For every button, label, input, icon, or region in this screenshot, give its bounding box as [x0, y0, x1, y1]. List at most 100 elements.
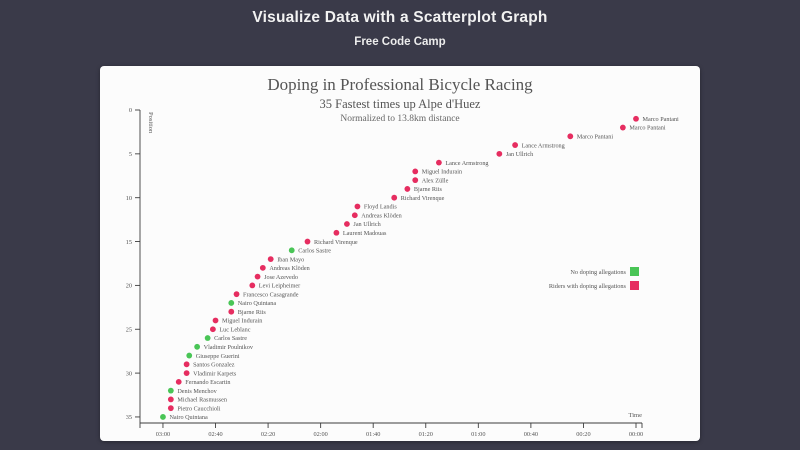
data-point-label: Luc Leblanc [219, 326, 250, 333]
data-point[interactable] [333, 229, 340, 236]
y-tick-label: 20 [126, 283, 132, 290]
data-point-label: Denis Menchov [177, 388, 217, 395]
data-point-label: Richard Virenque [314, 239, 358, 246]
x-tick-label: 01:40 [366, 431, 380, 438]
data-point[interactable] [254, 273, 261, 280]
y-tick-label: 30 [126, 370, 132, 377]
y-tick-label: 0 [129, 107, 132, 114]
legend-label: No doping allegations [570, 269, 626, 276]
data-point-label: Vladimir Karpets [193, 370, 237, 377]
data-point[interactable] [259, 264, 266, 271]
x-tick-label: 02:40 [208, 431, 222, 438]
data-point[interactable] [194, 343, 201, 350]
data-point[interactable] [404, 186, 411, 192]
data-point-label: Andreas Klöden [361, 212, 401, 219]
data-point[interactable] [160, 414, 166, 420]
y-tick-label: 25 [126, 326, 132, 333]
data-point[interactable] [228, 300, 235, 306]
page-subtitle: Free Code Camp [354, 36, 446, 48]
data-point-label: Nairo Quintana [169, 414, 208, 421]
legend-item: No doping allegations [570, 267, 639, 276]
data-point-label: Michael Rasmussen [177, 397, 227, 404]
data-point-label: Alex Zülle [422, 177, 449, 184]
legend-swatch [630, 281, 639, 290]
data-point-label: Marco Pantani [577, 134, 614, 141]
page-title: Visualize Data with a Scatterplot Graph [252, 9, 548, 26]
data-point[interactable] [344, 221, 350, 227]
data-point-label: Iban Mayo [277, 256, 304, 263]
data-point-label: Vladimir Poulnikov [204, 344, 254, 351]
y-tick-label: 15 [126, 239, 132, 246]
y-axis-title: Position [147, 112, 154, 134]
x-tick-label: 00:00 [629, 431, 643, 438]
data-point[interactable] [175, 378, 182, 385]
x-tick-label: 00:20 [576, 431, 590, 438]
data-point-label: Carlos Sastre [298, 248, 331, 255]
legend-label: Riders with doping allegations [549, 283, 627, 290]
data-point[interactable] [233, 291, 240, 298]
data-point[interactable] [304, 238, 311, 245]
x-tick-label: 01:00 [471, 431, 485, 438]
data-point-label: Miguel Indurain [422, 169, 462, 176]
page-header: Visualize Data with a Scatterplot Graph … [0, 0, 800, 48]
data-point[interactable] [209, 326, 216, 333]
data-point[interactable] [512, 142, 519, 148]
data-point[interactable] [436, 159, 442, 166]
data-point-label: Laurent Madouas [343, 230, 387, 237]
data-point[interactable] [412, 177, 419, 184]
data-point[interactable] [267, 256, 274, 262]
data-point-label: Lance Armstrong [445, 160, 488, 167]
data-point-label: Pietro Caucchioli [177, 405, 220, 412]
data-point-label: Giuseppe Guerini [196, 353, 240, 360]
x-tick-label: 01:20 [419, 431, 433, 438]
data-point-label: Santos Gonzalez [193, 362, 235, 369]
scatterplot: 03:00 02:40 02:20 02:00 01:40 01:20 01:00 00:40… [126, 107, 680, 438]
data-point[interactable] [391, 194, 398, 201]
data-point[interactable] [567, 133, 574, 140]
data-point[interactable] [412, 168, 419, 175]
data-point-label: Levi Leipheimer [259, 283, 300, 290]
data-point[interactable] [288, 247, 295, 254]
data-point[interactable] [183, 370, 190, 376]
x-axis-title: Time [629, 412, 643, 419]
data-point-label: Miguel Indurain [222, 318, 262, 325]
data-point[interactable] [496, 150, 503, 157]
data-point-label: Jan Ullrich [353, 221, 381, 228]
data-point-label: Floyd Landis [364, 204, 397, 211]
data-point[interactable] [186, 352, 193, 359]
data-point[interactable] [228, 308, 235, 315]
data-point-label: Francesco Casagrande [243, 291, 299, 298]
data-point[interactable] [633, 115, 639, 122]
data-point[interactable] [354, 203, 361, 210]
data-point-label: Fernando Escartin [185, 379, 230, 386]
data-point-label: Marco Pantani [643, 116, 680, 123]
y-tick-label: 5 [129, 151, 132, 158]
data-point[interactable] [212, 317, 219, 324]
data-point-label: Marco Pantani [629, 125, 666, 132]
x-tick-label: 02:00 [313, 431, 327, 438]
legend-swatch [630, 267, 639, 276]
y-tick-label: 10 [126, 195, 132, 202]
data-point[interactable] [167, 405, 174, 412]
data-point-label: Carlos Sastre [214, 335, 247, 342]
data-point-label: Lance Armstrong [522, 142, 565, 149]
data-point[interactable] [619, 124, 626, 131]
data-point[interactable] [183, 361, 190, 368]
data-point-label: Jose Azevedo [264, 274, 298, 281]
x-tick-label: 03:00 [156, 431, 170, 438]
x-tick-label: 02:20 [261, 431, 275, 438]
data-point-label: Andreas Klöden [269, 265, 309, 272]
chart-card: 03:00 02:40 02:20 02:00 01:40 01:20 01:00 00:40… [100, 66, 700, 441]
legend-item: Riders with doping allegations [549, 281, 639, 290]
data-point[interactable] [249, 282, 256, 289]
data-point-label: Jan Ullrich [506, 151, 534, 158]
data-point-label: Bjarne Riis [238, 309, 267, 316]
x-tick-label: 00:40 [524, 431, 538, 438]
data-point[interactable] [167, 396, 174, 403]
data-point[interactable] [204, 335, 211, 341]
data-point-label: Richard Virenque [401, 195, 445, 202]
data-point[interactable] [351, 212, 358, 219]
data-point-label: Nairo Quintana [238, 300, 277, 307]
data-point[interactable] [167, 387, 174, 394]
